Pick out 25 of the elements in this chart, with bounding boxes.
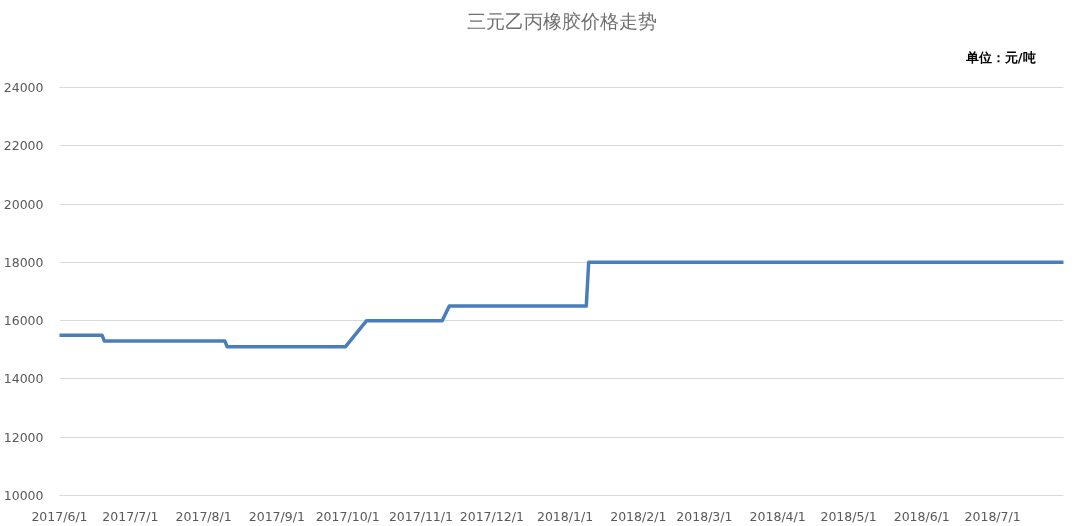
x-tick-label: 2017/9/1 [248, 508, 305, 524]
x-tick-label: 2018/2/1 [610, 508, 667, 524]
y-tick-label: 10000 [3, 488, 44, 503]
chart-title: 三元乙丙橡胶价格走势 [466, 9, 657, 32]
x-tick-label: 2017/8/1 [175, 508, 232, 524]
text: 单位：元/吨 [964, 50, 1036, 65]
x-tick-label: 2018/3/1 [676, 508, 733, 524]
x-tick-label: 2018/5/1 [820, 508, 877, 524]
x-tick-label: 2017/12/1 [459, 508, 524, 524]
y-tick-label: 24000 [3, 80, 44, 95]
x-tick-label: 2017/10/1 [315, 508, 380, 524]
x-tick-label: 2018/1/1 [536, 508, 594, 524]
x-tick-label: 2018/6/1 [893, 508, 950, 524]
line-series [59, 260, 1064, 349]
x-tick-label: 2018/7/1 [964, 508, 1021, 524]
x-tick-label: 2017/7/1 [102, 508, 159, 524]
x-tick-label: 2017/11/1 [388, 508, 453, 524]
y-tick-label: 22000 [3, 138, 44, 154]
y-tick-label: 12000 [3, 429, 44, 445]
y-tick-label: 18000 [3, 254, 44, 270]
y-tick-label: 16000 [3, 313, 44, 329]
x-tick-label: 2018/4/1 [749, 508, 806, 524]
y-tick-label: 14000 [3, 371, 44, 387]
y-tick-label: 20000 [3, 196, 44, 212]
x-tick-label: 2017/6/1 [31, 508, 88, 524]
